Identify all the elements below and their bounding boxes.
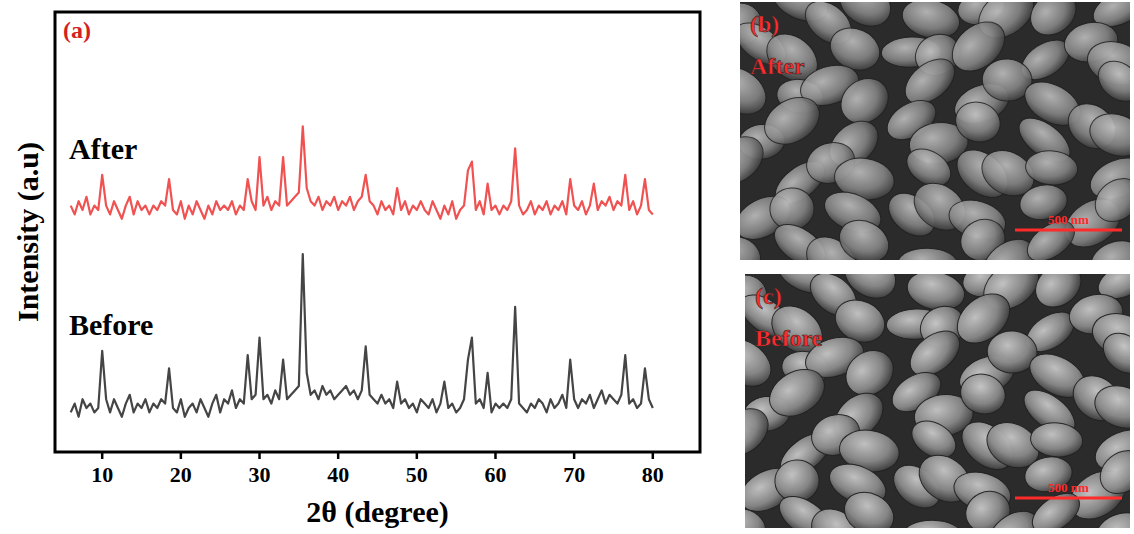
panel-letter: (b) xyxy=(750,11,779,37)
x-tick-label: 30 xyxy=(249,462,271,487)
x-tick-label: 10 xyxy=(91,462,113,487)
x-tick-label: 50 xyxy=(406,462,428,487)
x-tick-label: 80 xyxy=(642,462,664,487)
series-label: After xyxy=(69,132,137,165)
particle xyxy=(837,484,901,528)
sem-image xyxy=(708,242,1134,534)
scale-bar-label: 500 nm xyxy=(1048,212,1089,227)
x-axis-title: 2θ (degree) xyxy=(306,495,449,529)
x-tick-label: 20 xyxy=(170,462,192,487)
particle xyxy=(1095,325,1130,382)
sem-particles xyxy=(745,274,1130,528)
page: {"chart_data": {"type": "line", "title":… xyxy=(0,0,1134,534)
particle xyxy=(756,88,828,154)
particle xyxy=(1092,507,1130,528)
x-tick xyxy=(416,452,419,459)
image-caption: Before xyxy=(755,325,823,351)
particle xyxy=(1089,378,1130,435)
sem-background xyxy=(740,2,1130,260)
image-caption: After xyxy=(750,53,805,79)
particle xyxy=(1092,442,1130,503)
particle xyxy=(745,504,769,528)
x-tick xyxy=(337,452,340,459)
particle xyxy=(950,96,1006,148)
figure: 10 20 30 40 50 60 70 80 2θ (degree) Intensity (a.… xyxy=(0,0,1134,534)
scale-bar-label: 500 nm xyxy=(1048,480,1089,495)
particle xyxy=(903,520,963,528)
particle xyxy=(955,368,1011,420)
x-tick xyxy=(494,452,497,459)
sem-image xyxy=(703,0,1134,298)
x-tick xyxy=(652,452,655,459)
x-tick xyxy=(101,452,104,459)
scale-bar xyxy=(1015,229,1122,232)
x-tick xyxy=(573,452,576,459)
particle xyxy=(1029,421,1084,459)
y-axis-title: Intensity (a.u) xyxy=(11,142,45,322)
particle xyxy=(761,360,833,426)
particle xyxy=(1024,149,1079,187)
x-tick-label: 70 xyxy=(563,462,585,487)
particle xyxy=(832,212,896,260)
particle xyxy=(745,399,777,465)
x-tick-label: 60 xyxy=(484,462,506,487)
x-tick xyxy=(258,452,261,459)
series-label: Before xyxy=(69,308,153,341)
scale-bar xyxy=(1015,497,1122,500)
particle xyxy=(1087,170,1130,231)
panel-letter: (a) xyxy=(63,17,91,43)
panel-letter: (c) xyxy=(755,283,782,309)
plot-lines xyxy=(71,126,653,416)
x-tick xyxy=(180,452,183,459)
particle xyxy=(740,127,772,193)
sem-background xyxy=(745,274,1130,528)
x-tick-label: 40 xyxy=(327,462,349,487)
particle xyxy=(1087,235,1130,260)
series-line xyxy=(71,254,653,417)
series-line xyxy=(71,126,653,218)
particle xyxy=(1090,53,1130,110)
sem-particles xyxy=(740,2,1130,260)
particle xyxy=(740,232,764,260)
particle xyxy=(1084,106,1130,163)
plot-frame xyxy=(55,12,700,452)
particle xyxy=(898,248,958,260)
